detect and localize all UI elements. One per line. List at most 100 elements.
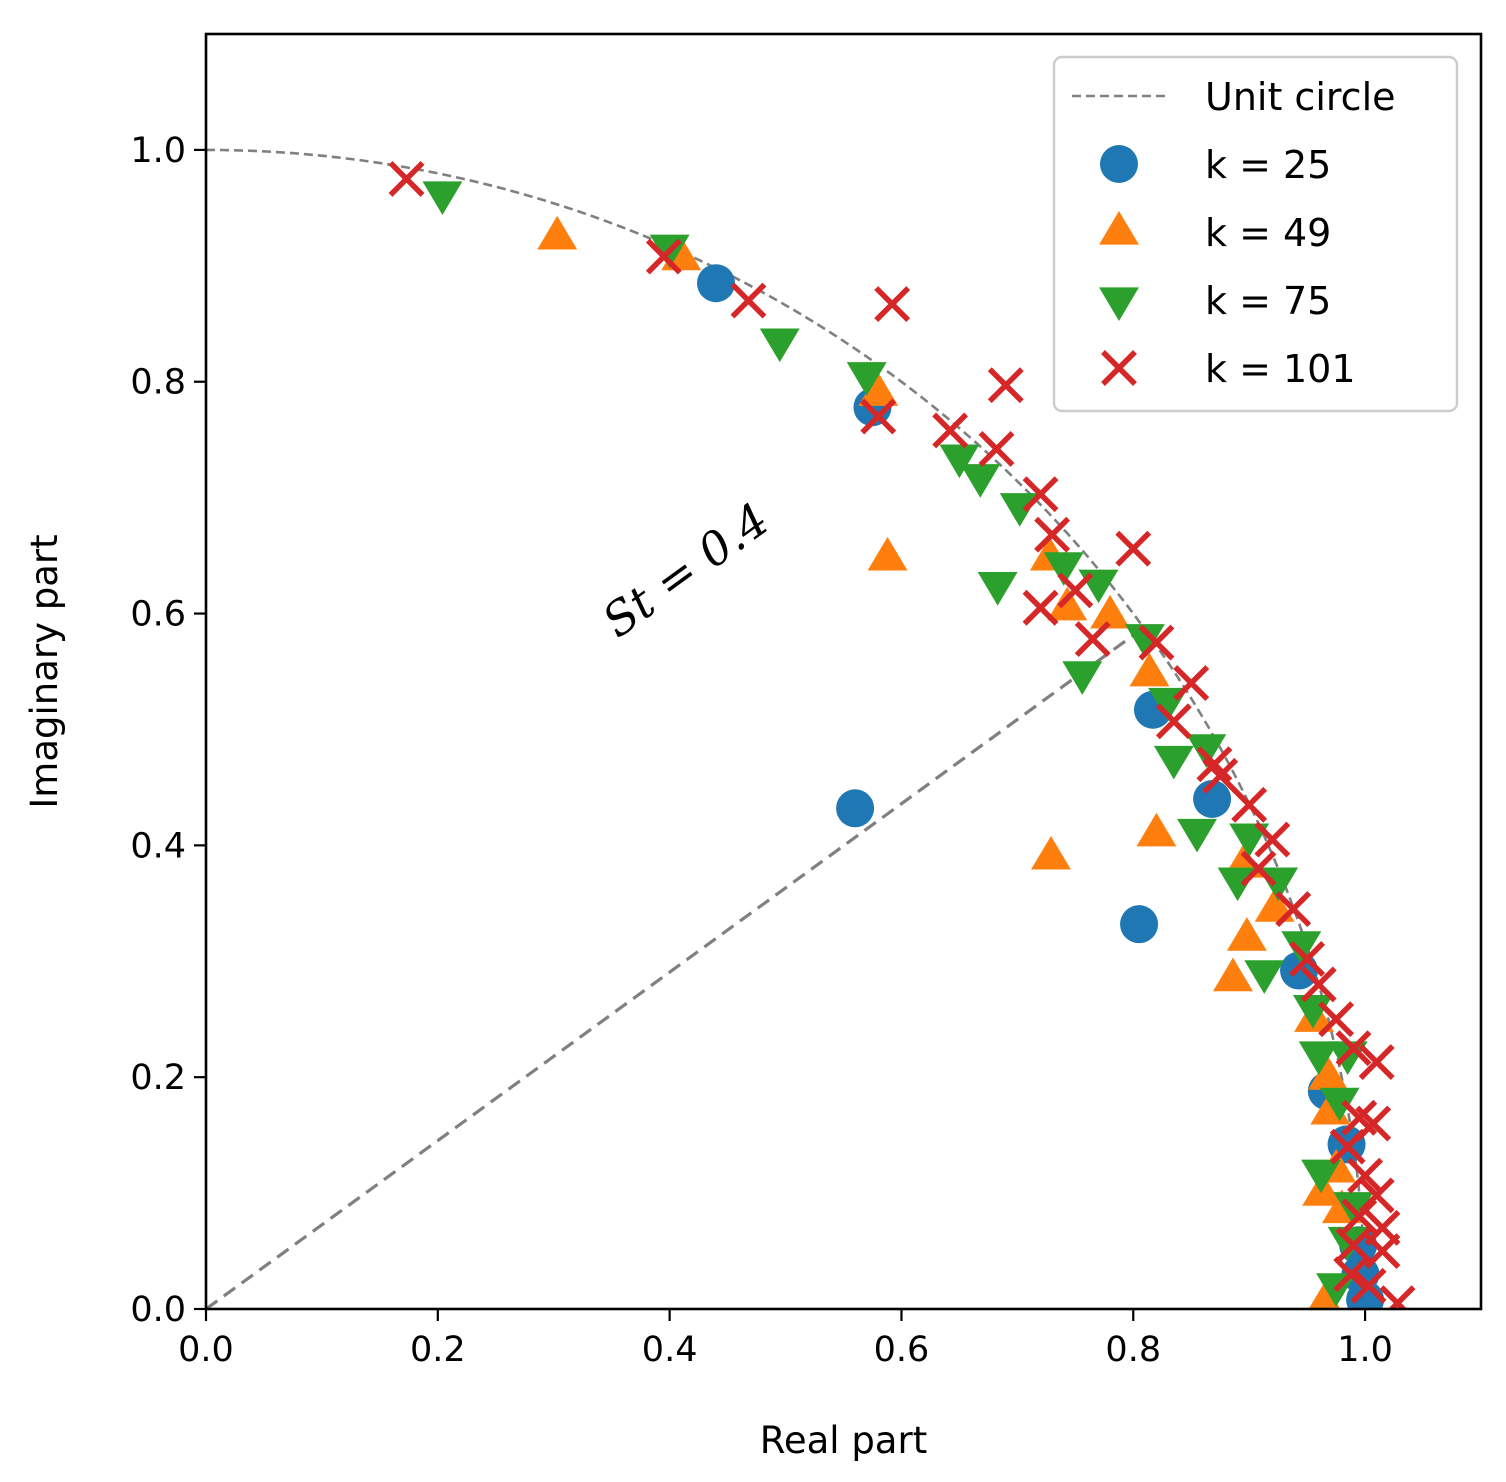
data-point: [1115, 530, 1152, 567]
data-point: [1173, 665, 1210, 702]
data-point: [1335, 1227, 1372, 1264]
data-point: [1074, 621, 1111, 657]
data-point: [1153, 745, 1194, 780]
data-point: [1124, 624, 1165, 658]
data-point: [932, 412, 969, 449]
y-tick-label: 0.0: [130, 1290, 186, 1330]
axis-ticks: 0.0 0.2 0.4 0.6 0.8 1.0 0.0 0.2 0.4 0.6 0.8 1.0: [130, 131, 1393, 1370]
data-point: [1193, 780, 1232, 818]
data-point: [1341, 1198, 1378, 1235]
x-tick-label: 0.0: [178, 1330, 234, 1370]
data-point: [697, 264, 735, 303]
legend-entry-label: k = 101: [1205, 347, 1356, 391]
data-point: [1031, 835, 1071, 870]
data-point: [730, 282, 767, 319]
data-point: [1062, 661, 1103, 695]
data-point: [1318, 1001, 1355, 1038]
data-point: [1120, 905, 1159, 944]
data-point: [1298, 1041, 1339, 1075]
data-point: [1333, 1256, 1370, 1293]
data-point: [1240, 850, 1277, 887]
data-point: [1254, 888, 1295, 922]
data-point: [867, 536, 908, 571]
x-axis-label: Real part: [760, 1419, 927, 1462]
data-point: [1329, 1128, 1366, 1165]
y-tick-label: 0.8: [130, 363, 186, 403]
data-point: [1301, 1159, 1341, 1194]
data-point: [939, 444, 980, 479]
y-tick-label: 0.4: [130, 826, 186, 866]
data-point: [1057, 572, 1094, 609]
data-point: [1022, 589, 1059, 626]
data-point: [1335, 1030, 1372, 1067]
legend-entry-label: k = 25: [1205, 143, 1331, 187]
data-point: [1379, 1285, 1416, 1309]
st-ray-line: [206, 626, 1145, 1309]
legend-swatch: [1101, 350, 1137, 386]
data-point: [1229, 823, 1270, 858]
plot-content: [206, 148, 1416, 1309]
y-axis-label: Imaginary part: [23, 534, 66, 808]
data-point: [537, 215, 578, 250]
legend-swatch: [1099, 211, 1139, 245]
x-tick-label: 1.0: [1337, 1330, 1393, 1370]
data-point: [1364, 1233, 1401, 1269]
legend-swatch: [1099, 287, 1139, 321]
legend-entry-label: k = 75: [1205, 279, 1331, 323]
data-point: [1022, 476, 1059, 513]
data-point: [1226, 917, 1267, 951]
data-point: [1202, 757, 1239, 794]
data-point: [388, 160, 425, 197]
data-point: [960, 464, 1001, 498]
data-point: [1289, 941, 1326, 977]
data-point: [1129, 652, 1170, 687]
data-point: [1043, 552, 1084, 586]
data-point: [978, 431, 1015, 467]
axes-frame: [204, 32, 1483, 1311]
x-tick-label: 0.4: [642, 1330, 698, 1370]
data-point: [860, 398, 897, 435]
data-point: [1155, 703, 1192, 740]
legend-entry-label: Unit circle: [1205, 75, 1396, 119]
data-point: [1244, 960, 1285, 994]
data-point: [1186, 734, 1227, 768]
data-point: [645, 238, 682, 275]
data-point: [1254, 821, 1291, 858]
data-point: [874, 286, 911, 323]
data-point: [759, 328, 800, 363]
data-point: [987, 367, 1024, 404]
data-point: [1047, 586, 1088, 621]
data-point: [858, 372, 899, 406]
y-tick-label: 0.6: [130, 595, 186, 635]
data-point: [1347, 1157, 1384, 1194]
data-point: [1177, 818, 1217, 853]
data-point: [1327, 1226, 1368, 1261]
data-point: [1300, 966, 1337, 1003]
legend-swatch: [1100, 145, 1138, 183]
data-point: [1034, 516, 1071, 553]
x-tick-label: 0.6: [874, 1330, 930, 1370]
data-point: [1281, 931, 1322, 965]
x-tick-label: 0.8: [1105, 1330, 1161, 1370]
data-point: [1138, 624, 1175, 661]
data-point: [1231, 786, 1268, 823]
x-tick-label: 0.2: [410, 1330, 466, 1370]
data-point: [1275, 891, 1312, 928]
y-tick-label: 1.0: [130, 131, 186, 171]
legend-entry-label: k = 49: [1205, 211, 1331, 255]
data-point: [836, 789, 875, 828]
data-point: [846, 362, 887, 396]
data-point: [1308, 1056, 1348, 1090]
data-point: [1196, 746, 1233, 783]
y-tick-label: 0.2: [130, 1058, 186, 1098]
data-point: [1358, 1044, 1395, 1081]
data-point: [1136, 812, 1177, 847]
data-point: [977, 571, 1018, 606]
series-k-101: [388, 160, 1416, 1309]
data-point: [1319, 1087, 1360, 1122]
data-point: [1350, 1267, 1387, 1304]
legend-box: [1052, 55, 1459, 413]
data-point: [422, 181, 463, 215]
data-point: [1213, 957, 1253, 992]
